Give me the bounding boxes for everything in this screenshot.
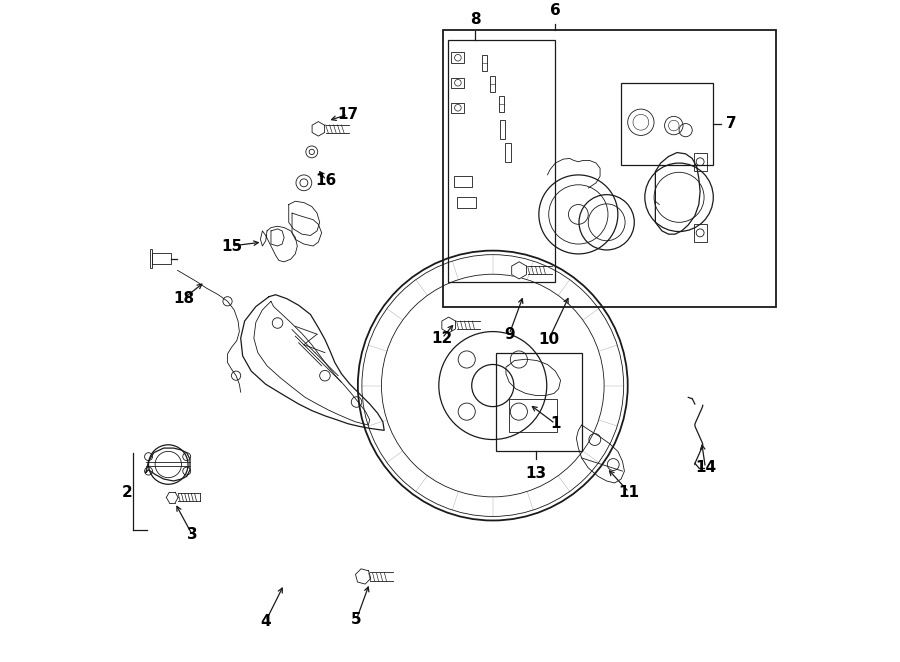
Text: 7: 7 [726, 116, 737, 131]
Text: 10: 10 [538, 332, 559, 347]
Bar [457, 197, 476, 208]
Bar [621, 83, 714, 165]
Bar [500, 120, 505, 140]
Bar [451, 77, 464, 88]
Text: 16: 16 [316, 173, 337, 188]
Bar [694, 224, 706, 242]
Polygon shape [442, 317, 455, 333]
Bar [491, 76, 495, 92]
Text: 6: 6 [550, 3, 561, 19]
Bar [496, 353, 581, 451]
Bar [451, 52, 464, 63]
Polygon shape [312, 122, 325, 136]
Text: 5: 5 [351, 612, 362, 627]
Text: 4: 4 [260, 614, 271, 629]
Text: 2: 2 [122, 485, 133, 500]
Polygon shape [512, 261, 526, 279]
Text: 14: 14 [695, 460, 716, 475]
Text: 15: 15 [220, 238, 242, 254]
Text: 11: 11 [618, 485, 640, 500]
Text: 13: 13 [525, 466, 546, 481]
Bar [694, 152, 706, 171]
Bar [505, 143, 510, 162]
Text: 18: 18 [173, 291, 194, 306]
Text: 1: 1 [550, 416, 561, 431]
Text: 3: 3 [186, 527, 197, 542]
Text: 17: 17 [338, 107, 358, 122]
Bar [448, 40, 555, 282]
Text: 12: 12 [431, 330, 453, 346]
Text: 9: 9 [504, 327, 515, 342]
Bar [454, 176, 473, 187]
Bar [444, 30, 776, 307]
Polygon shape [356, 569, 371, 584]
Text: 8: 8 [470, 12, 481, 27]
Bar [451, 103, 464, 113]
Bar [499, 96, 504, 112]
Bar [150, 250, 152, 267]
Bar [152, 254, 171, 263]
Bar [509, 399, 556, 432]
Bar [482, 55, 487, 71]
